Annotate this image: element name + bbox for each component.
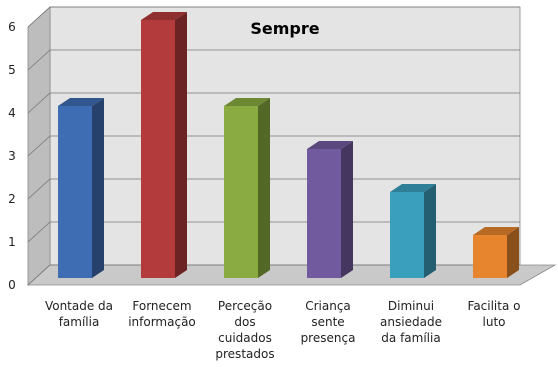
bar-top (58, 98, 104, 106)
bar (473, 227, 519, 278)
bar-side (258, 98, 270, 278)
x-tick-label: Fornecem informação (128, 299, 196, 329)
y-tick-label: 3 (8, 149, 16, 163)
bar (390, 184, 436, 278)
bar (307, 141, 353, 278)
y-tick-label: 2 (8, 192, 16, 206)
bar-top (141, 12, 187, 20)
bar-side (507, 227, 519, 278)
grid-line (27, 6, 520, 28)
bar-front (307, 149, 341, 278)
y-tick-label: 0 (8, 278, 16, 292)
bar-top (307, 141, 353, 149)
bar-side (424, 184, 436, 278)
x-tick-label: Facilita o luto (468, 299, 521, 329)
x-tick-label: Vontade da família (45, 299, 113, 329)
bar (224, 98, 270, 278)
chart-title: Sempre (250, 19, 319, 38)
grid-line (27, 92, 520, 114)
bar-side (92, 98, 104, 278)
grid-line (27, 221, 520, 243)
bar-side (175, 12, 187, 278)
bar-front (473, 235, 507, 278)
bar-top (224, 98, 270, 106)
x-tick-label: Criança sente presença (301, 299, 356, 345)
bar (58, 98, 104, 278)
y-tick-label: 4 (8, 106, 16, 120)
y-tick-label: 1 (8, 235, 16, 249)
bar-top (473, 227, 519, 235)
grid-line (27, 135, 520, 157)
bars (58, 12, 519, 278)
bar-top (390, 184, 436, 192)
x-tick-label: Perceção dos cuidados prestados (215, 299, 274, 361)
x-tick-label: Diminui ansiedade da família (380, 299, 442, 345)
bar-side (341, 141, 353, 278)
y-tick-label: 5 (8, 63, 16, 77)
bar-front (58, 106, 92, 278)
grid-line (27, 49, 520, 71)
bar-front (141, 20, 175, 278)
bar-front (390, 192, 424, 278)
y-tick-label: 6 (8, 20, 16, 34)
grid-line (27, 178, 520, 200)
bar-front (224, 106, 258, 278)
bar (141, 12, 187, 278)
grid-line (27, 264, 520, 286)
grid (27, 6, 520, 286)
